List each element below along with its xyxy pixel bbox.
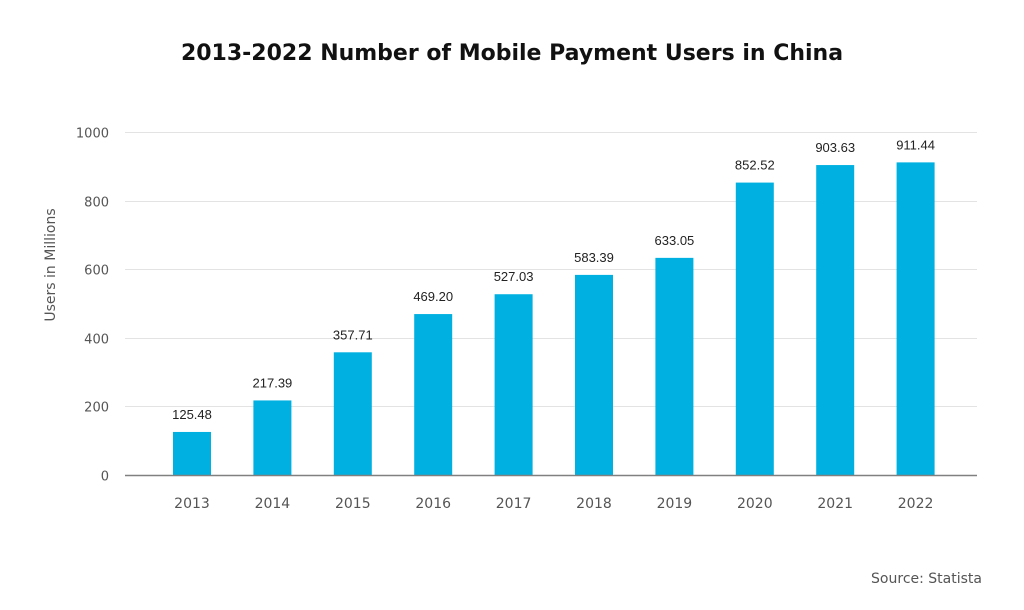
bar-2018	[575, 274, 613, 475]
y-axis-ticks: 0 200 400 600 800 1000	[76, 127, 109, 485]
y-tick-label: 800	[84, 196, 109, 211]
bar-2017	[494, 294, 533, 475]
y-tick-label: 600	[84, 264, 109, 279]
bar-2022	[896, 162, 935, 475]
bar-2020	[735, 182, 774, 476]
source-note: Source: Statista	[871, 571, 982, 587]
y-tick-label: 0	[101, 470, 109, 485]
x-axis-ticks: 2013 2014 2015 2016 2017 2018 2019 2020 2021 2022	[174, 496, 933, 512]
x-tick-label: 2017	[496, 496, 532, 512]
y-tick-label: 1000	[76, 127, 109, 142]
data-label-2013: 125.48	[172, 407, 212, 422]
x-tick-label: 2019	[657, 496, 693, 512]
data-label-2018: 583.39	[574, 250, 614, 265]
data-label-2022: 911.44	[896, 137, 935, 152]
bar-2021	[816, 165, 855, 475]
data-label-2021: 903.63	[815, 140, 855, 155]
x-tick-label: 2016	[415, 496, 451, 512]
x-tick-label: 2013	[174, 496, 210, 512]
y-tick-label: 200	[84, 401, 109, 416]
y-axis-title: Users in Millions	[43, 208, 59, 321]
data-label-2017: 527.03	[494, 269, 534, 284]
x-tick-label: 2022	[898, 496, 934, 512]
bar-2016	[414, 314, 453, 475]
bar-2019	[655, 257, 694, 475]
data-label-2019: 633.05	[655, 233, 695, 248]
bar-2015	[333, 352, 372, 475]
data-label-2020: 852.52	[735, 158, 775, 173]
chart-title: 2013-2022 Number of Mobile Payment Users…	[181, 41, 843, 66]
data-label-2014: 217.39	[253, 375, 293, 390]
data-label-2015: 357.71	[333, 327, 373, 342]
x-tick-label: 2020	[737, 496, 773, 512]
bar-2013	[173, 431, 211, 475]
x-tick-label: 2021	[817, 496, 853, 512]
x-tick-label: 2015	[335, 496, 371, 512]
data-labels: 125.48 217.39 357.71 469.20 527.03 583.39 633.…	[172, 137, 935, 422]
bar-2014	[253, 400, 292, 475]
bars	[173, 162, 935, 476]
x-tick-label: 2018	[576, 496, 612, 512]
x-tick-label: 2014	[255, 496, 291, 512]
y-tick-label: 400	[84, 333, 109, 348]
data-label-2016: 469.20	[413, 289, 453, 304]
